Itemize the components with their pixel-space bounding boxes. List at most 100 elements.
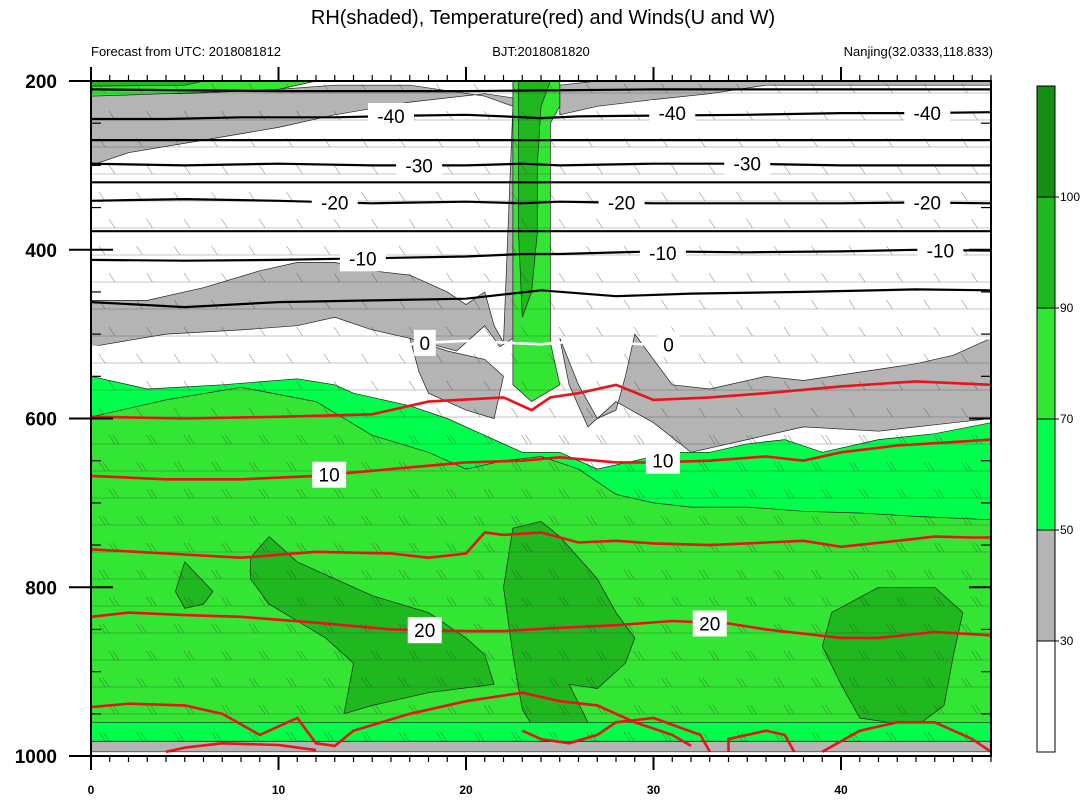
wind-barb (890, 569, 897, 580)
wind-barb (365, 677, 372, 688)
wind-barb (637, 488, 645, 499)
wind-barb (671, 704, 678, 715)
contour-label-box (368, 103, 414, 130)
contour-label-text: -30 (405, 156, 432, 177)
wind-barb (136, 569, 143, 580)
wind-barb (211, 407, 218, 418)
wind-barb (708, 650, 716, 661)
wind-barb (708, 434, 716, 445)
wind-barb (361, 731, 368, 742)
wind-barb (361, 569, 368, 580)
wind-barb (215, 623, 222, 634)
wind-barb (825, 434, 832, 445)
wind-barb (108, 434, 116, 445)
wind-barb (746, 650, 753, 661)
wind-barb (450, 434, 457, 445)
wind-barb (446, 542, 453, 553)
wind-barb (933, 488, 941, 499)
wind-barb (848, 353, 856, 364)
wind-barb (323, 623, 331, 634)
wind-barb (661, 299, 668, 310)
wind-barb (483, 380, 491, 391)
wind-barb (473, 677, 481, 688)
temperature-contour-black (91, 248, 991, 262)
wind-barb (558, 488, 566, 499)
wind-barb (886, 731, 893, 742)
wind-barb (337, 542, 345, 553)
wind-barb (108, 218, 116, 229)
wind-barb (258, 272, 266, 283)
wind-barb (548, 83, 556, 94)
wind-barb (698, 299, 706, 310)
wind-barb (886, 191, 893, 202)
wind-barb (483, 596, 491, 607)
wind-barb (525, 704, 532, 715)
wind-barb (365, 461, 372, 472)
wind-barb (408, 488, 416, 499)
wind-barb (477, 731, 485, 742)
wind-barb (548, 731, 556, 742)
temperature-contours (91, 380, 991, 754)
wind-barb (521, 434, 528, 445)
wind-barb (483, 542, 491, 553)
wind-barb (633, 488, 641, 499)
wind-barb (961, 353, 968, 364)
wind-barb (371, 650, 378, 661)
wind-barb (412, 434, 420, 445)
wind-barb (971, 326, 978, 337)
wind-barb (371, 380, 378, 391)
wind-barb (221, 650, 228, 661)
wind-barb (361, 677, 368, 688)
wind-barb (698, 461, 706, 472)
wind-barb (862, 596, 870, 607)
wind-barb (327, 569, 335, 580)
wind-barb (483, 650, 491, 661)
wind-barb (98, 623, 106, 634)
wind-barb (258, 596, 266, 607)
wind-barb (698, 353, 706, 364)
wind-barb (811, 353, 818, 364)
wind-barb (215, 677, 222, 688)
wind-barb (290, 461, 297, 472)
wind-barb (446, 596, 453, 607)
wind-barb (258, 380, 266, 391)
wind-barb (971, 380, 978, 391)
wind-barb (596, 164, 603, 175)
wind-barb (586, 569, 593, 580)
wind-barb (633, 542, 641, 553)
wind-barb (183, 380, 191, 391)
wind-barb (296, 380, 303, 391)
wind-barb (971, 650, 978, 661)
wind-barb (446, 434, 453, 445)
wind-barb (971, 596, 978, 607)
wind-barb (848, 191, 856, 202)
wind-barb (521, 542, 528, 553)
wind-barb (102, 677, 110, 688)
wind-barb (286, 461, 293, 472)
wind-barb (112, 488, 120, 499)
wind-barb (712, 488, 720, 499)
wind-barb (327, 623, 335, 634)
wind-barb (596, 542, 603, 553)
upper-temperature-contours (91, 88, 991, 355)
wind-barb (862, 650, 870, 661)
wind-barb (971, 218, 978, 229)
wind-barb (252, 623, 260, 634)
wind-barb (896, 272, 903, 283)
wind-barb (590, 461, 597, 472)
contour-label-text: 20 (699, 615, 720, 636)
wind-barb (821, 488, 828, 499)
wind-barb (890, 623, 897, 634)
wind-barb (146, 542, 153, 553)
wind-barb (211, 245, 218, 256)
wind-barb (961, 461, 968, 472)
colorbar-label: 90 (1060, 301, 1074, 315)
wind-barb (848, 515, 856, 526)
wind-barb (150, 650, 157, 661)
wind-barb (177, 569, 185, 580)
contour-label-text: -20 (608, 194, 635, 215)
wind-barb (740, 569, 747, 580)
wind-barb (848, 569, 856, 580)
wind-barb (398, 731, 406, 742)
